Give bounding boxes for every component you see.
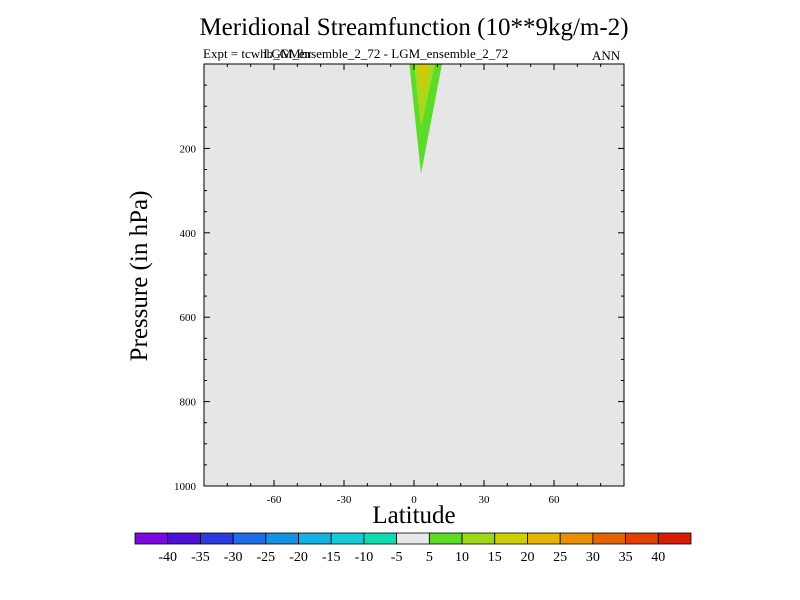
expt-label: Expt = tcwhb_GMbrLGM_ensemble_2_72 - LGM… [203, 46, 556, 62]
colorbar-swatch [592, 532, 626, 545]
x-tick-label: -30 [337, 494, 352, 506]
colorbar-swatch [625, 532, 659, 545]
y-tick-label: 600 [180, 312, 197, 324]
x-tick-label: 60 [549, 494, 561, 506]
colorbar-label: -5 [391, 550, 403, 565]
colorbar-label: 40 [651, 550, 665, 565]
expt-name: Expt = tcwhb_GMbr [203, 46, 312, 61]
colorbar-label: 20 [520, 550, 534, 565]
y-tick-label: 400 [180, 228, 197, 240]
y-tick-label: 800 [180, 397, 197, 409]
colorbar-label: 35 [619, 550, 633, 565]
colorbar-label: -25 [256, 550, 275, 565]
y-tick-label: 1000 [174, 481, 197, 493]
y-tick-label: 200 [180, 143, 197, 155]
colorbar-label: -10 [355, 550, 374, 565]
x-tick-label: 0 [411, 494, 417, 506]
colorbar-swatch [428, 532, 463, 545]
colorbar-label: 10 [455, 550, 469, 565]
colorbar-swatch [298, 532, 332, 545]
chart-subtitle: LGM_ensemble_2_72 - LGM_ensemble_2_72 [263, 46, 509, 61]
x-axis-label: Latitude [372, 502, 456, 529]
contour-fill-15 [418, 64, 428, 98]
x-tick-label: 30 [479, 494, 491, 506]
colorbar-label: -15 [322, 550, 341, 565]
colorbar-swatch [265, 532, 299, 545]
colorbar-label: 30 [586, 550, 600, 565]
colorbar-swatch [657, 532, 692, 545]
chart-title: Meridional Streamfunction (10**9kg/m-2) [199, 14, 629, 41]
period-label: ANN [592, 48, 621, 63]
colorbar-label: -35 [191, 550, 210, 565]
plot-area [204, 64, 624, 486]
colorbar-label: 5 [426, 550, 433, 565]
contour-fill-10 [414, 64, 435, 128]
colorbar-swatch [396, 532, 430, 545]
x-tick-label: -60 [267, 494, 282, 506]
colorbar-swatch [200, 532, 234, 545]
colorbar-swatch [494, 532, 528, 545]
colorbar-swatch [167, 532, 201, 545]
colorbar-label: 15 [488, 550, 502, 565]
colorbar-swatch [363, 532, 398, 545]
colorbar-label: 25 [553, 550, 567, 565]
colorbar-label: -40 [158, 550, 177, 565]
colorbar-swatch [527, 532, 561, 545]
colorbar-swatch [134, 532, 169, 545]
colorbar-swatch [461, 532, 496, 545]
colorbar-label: -20 [289, 550, 308, 565]
colorbar-swatch [330, 532, 365, 545]
colorbar-swatch [559, 532, 594, 545]
colorbar-label: -30 [224, 550, 243, 565]
colorbar-swatch [232, 532, 267, 545]
